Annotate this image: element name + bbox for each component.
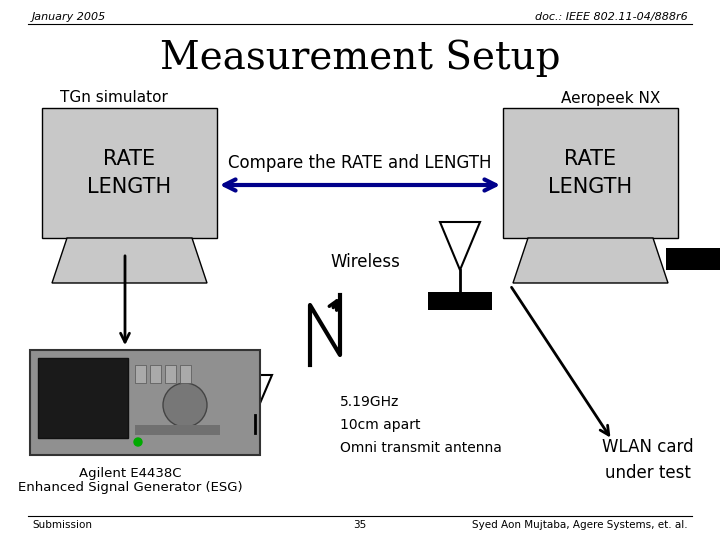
Bar [135,365,146,383]
Bar [30,350,260,455]
Text: Enhanced Signal Generator (ESG): Enhanced Signal Generator (ESG) [18,482,243,495]
Bar [42,108,217,238]
Text: Wireless: Wireless [330,253,400,271]
Text: Measurement Setup: Measurement Setup [160,39,560,77]
Text: doc.: IEEE 802.11-04/888r6: doc.: IEEE 802.11-04/888r6 [535,12,688,22]
Text: RATE
LENGTH: RATE LENGTH [549,149,633,197]
Text: Syed Aon Mujtaba, Agere Systems, et. al.: Syed Aon Mujtaba, Agere Systems, et. al. [472,520,688,530]
Text: Submission: Submission [32,520,92,530]
Text: TGn simulator: TGn simulator [60,91,168,105]
Bar [503,108,678,238]
Bar [165,365,176,383]
Polygon shape [513,238,668,283]
Bar [666,248,720,270]
Text: WLAN card
under test: WLAN card under test [602,438,694,482]
Polygon shape [238,375,272,415]
Polygon shape [52,238,207,283]
Text: Aeropeek NX: Aeropeek NX [561,91,660,105]
Polygon shape [440,222,480,270]
Text: January 2005: January 2005 [32,12,107,22]
Text: Compare the RATE and LENGTH: Compare the RATE and LENGTH [228,154,492,172]
Bar [135,425,220,435]
Circle shape [134,438,142,446]
Bar [38,358,128,438]
Bar [428,292,492,310]
Text: Agilent E4438C: Agilent E4438C [78,467,181,480]
Bar [150,365,161,383]
Bar [180,365,191,383]
Text: 35: 35 [354,520,366,530]
Text: RATE
LENGTH: RATE LENGTH [87,149,171,197]
Text: 5.19GHz
10cm apart
Omni transmit antenna: 5.19GHz 10cm apart Omni transmit antenna [340,395,502,455]
Circle shape [163,383,207,427]
